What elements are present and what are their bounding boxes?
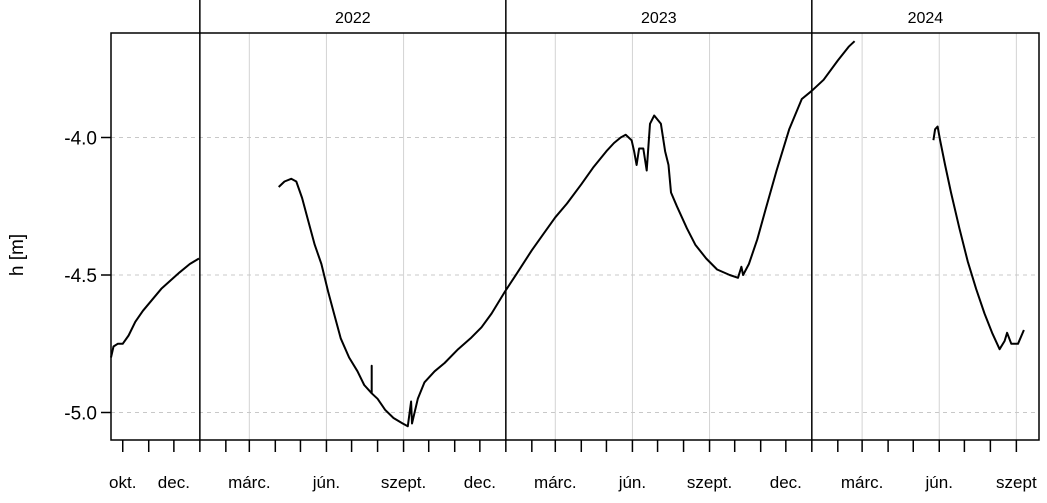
y-axis-title: h [m] xyxy=(7,234,28,276)
year-separators xyxy=(199,0,813,440)
series-line-segment xyxy=(278,40,856,428)
x-tick-label: szept. xyxy=(687,473,732,492)
series-line-segment xyxy=(932,125,1025,351)
y-tick-label: -4.5 xyxy=(64,266,97,287)
x-tick-label: márc. xyxy=(841,473,884,492)
year-header-label: 2024 xyxy=(908,10,944,27)
y-tick-label: -4.0 xyxy=(64,129,97,150)
x-tick-label: okt. xyxy=(109,473,136,492)
x-tick-label: jún. xyxy=(312,473,340,492)
series-layer xyxy=(110,40,1025,428)
x-tick-label: szept xyxy=(996,473,1037,492)
x-tick-label: dec. xyxy=(464,473,496,492)
x-tick-label: márc. xyxy=(228,473,271,492)
x-tick-label: szept. xyxy=(381,473,426,492)
x-tick-label: jún. xyxy=(618,473,646,492)
plot-frame xyxy=(110,32,1040,441)
axes: 2022 2023 2024 okt. dec. márc. jún. szept. dec. m… xyxy=(64,10,1037,492)
year-header-label: 2023 xyxy=(641,10,677,27)
year-header-label: 2022 xyxy=(335,10,371,27)
x-tick-label: jún. xyxy=(925,473,953,492)
series-line-segment xyxy=(110,257,200,358)
x-tick-label: dec. xyxy=(158,473,190,492)
x-tick-label: márc. xyxy=(534,473,577,492)
x-tick-label: dec. xyxy=(770,473,802,492)
y-tick-label: -5.0 xyxy=(64,404,97,425)
grid-layer xyxy=(111,33,1039,440)
